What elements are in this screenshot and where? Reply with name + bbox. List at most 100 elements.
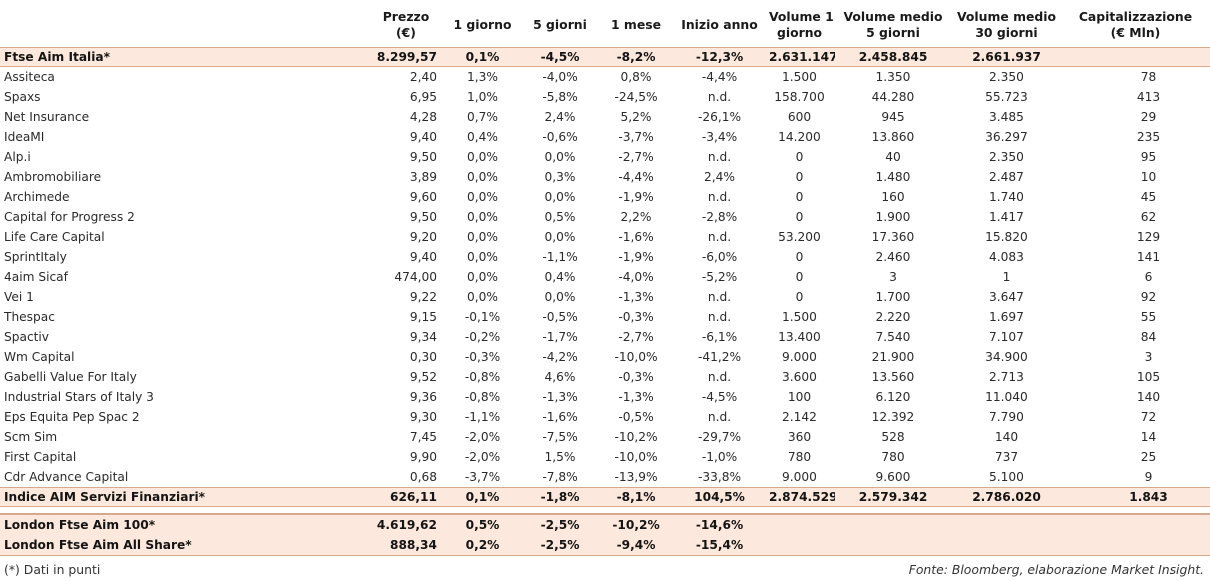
header-5-giorni: 5 giorni	[533, 17, 587, 32]
cell-volume-5: 1.480	[875, 170, 911, 184]
cell-inizio-anno: n.d.	[707, 190, 732, 204]
cell-name: Net Insurance	[4, 110, 90, 124]
cell-prezzo: 8.299,57	[370, 47, 443, 67]
cell-1-mese: -2,7%	[618, 330, 654, 344]
cell-prezzo: 9,15	[409, 310, 437, 324]
cell-volume-5: 9.600	[875, 470, 911, 484]
cell-5-giorni: 0,0%	[544, 230, 576, 244]
cell-name: Vei 1	[4, 290, 34, 304]
cell-1-mese: -2,7%	[618, 150, 654, 164]
cell-5-giorni: -4,5%	[523, 47, 598, 67]
header-row: Prezzo (€) 1 giorno 5 giorni 1 mese Inizi…	[0, 0, 1210, 48]
cell-prezzo: 2,40	[409, 70, 437, 84]
cell-inizio-anno: -4,5%	[701, 390, 738, 404]
cell-capitalizzazione: 55	[1140, 310, 1157, 324]
table-row: Scm Sim 7,45 -2,0% -7,5% -10,2% -29,7% 360 528 1…	[0, 427, 1210, 447]
cell-volume-30: 2.661.937	[952, 47, 1062, 67]
cell-volume-5: 6.120	[875, 390, 911, 404]
cell-volume-5: 945	[881, 110, 905, 124]
cell-volume-30	[952, 513, 1062, 535]
cell-capitalizzazione	[1062, 535, 1210, 556]
table-row: Thespac 9,15 -0,1% -0,5% -0,3% n.d. 1.500 2.220…	[0, 307, 1210, 327]
header-volume-5-giorni: Volume medio 5 giorni	[843, 9, 943, 40]
cell-prezzo: 9,50	[409, 210, 437, 224]
cell-name: Eps Equita Pep Spac 2	[4, 410, 140, 424]
cell-5-giorni: -1,6%	[542, 410, 578, 424]
cell-1-mese: -1,9%	[618, 190, 654, 204]
cell-prezzo: 4.619,62	[370, 513, 443, 535]
cell-prezzo: 9,60	[409, 190, 437, 204]
cell-1-mese: -0,3%	[618, 310, 654, 324]
cell-5-giorni: -7,8%	[542, 470, 578, 484]
cell-1-mese: -8,2%	[598, 47, 675, 67]
cell-inizio-anno: -29,7%	[697, 430, 742, 444]
cell-capitalizzazione: 10	[1140, 170, 1157, 184]
cell-volume-30: 140	[994, 430, 1019, 444]
cell-1-mese: -9,4%	[598, 535, 675, 556]
cell-capitalizzazione	[1062, 513, 1210, 535]
cell-5-giorni: 0,0%	[544, 150, 576, 164]
index-row-ftse-aim-italia: Ftse Aim Italia* 8.299,57 0,1% -4,5% -8,…	[0, 47, 1210, 67]
table-row: Ambromobiliare 3,89 0,0% 0,3% -4,4% 2,4% 0 1.48…	[0, 167, 1210, 187]
cell-5-giorni: 1,5%	[544, 450, 576, 464]
cell-volume-5: 1.900	[875, 210, 911, 224]
cell-1-giorno: 0,0%	[467, 170, 498, 184]
cell-volume-5: 528	[881, 430, 905, 444]
cell-name: First Capital	[4, 450, 77, 464]
footnote: (*) Dati in punti	[4, 562, 101, 577]
cell-1-mese: -3,7%	[618, 130, 654, 144]
cell-volume-5	[835, 513, 952, 535]
cell-5-giorni: 0,0%	[544, 290, 576, 304]
cell-inizio-anno: -1,0%	[701, 450, 738, 464]
cell-name: Capital for Progress 2	[4, 210, 135, 224]
cell-5-giorni: 0,5%	[544, 210, 576, 224]
cell-prezzo: 9,90	[409, 450, 437, 464]
cell-inizio-anno: 2,4%	[704, 170, 735, 184]
cell-5-giorni: 0,4%	[544, 270, 576, 284]
cell-5-giorni: -7,5%	[542, 430, 578, 444]
table-row: Archimede 9,60 0,0% 0,0% -1,9% n.d. 0 160 1.740 4…	[0, 187, 1210, 207]
cell-volume-30: 15.820	[985, 230, 1028, 244]
table-row: Vei 1 9,22 0,0% 0,0% -1,3% n.d. 0 1.700 3.647 92	[0, 287, 1210, 307]
aim-financial-services-table: Prezzo (€) 1 giorno 5 giorni 1 mese Inizi…	[0, 0, 1210, 556]
cell-name: London Ftse Aim All Share*	[0, 535, 370, 556]
cell-name: Wm Capital	[4, 350, 75, 364]
cell-volume-30: 5.100	[989, 470, 1024, 484]
cell-capitalizzazione: 105	[1136, 370, 1161, 384]
london-index-row: London Ftse Aim All Share* 888,34 0,2% -2,5…	[0, 535, 1210, 556]
table-row: Life Care Capital 9,20 0,0% 0,0% -1,6% n.d. 53…	[0, 227, 1210, 247]
table-row: Assiteca 2,40 1,3% -4,0% 0,8% -4,4% 1.500 1.350…	[0, 67, 1210, 88]
table-row: Gabelli Value For Italy 9,52 -0,8% 4,6% -0,3…	[0, 367, 1210, 387]
cell-inizio-anno: -14,6%	[675, 513, 765, 535]
cell-5-giorni: 2,4%	[544, 110, 576, 124]
cell-volume-1: 0	[795, 250, 804, 264]
cell-1-mese: -0,5%	[618, 410, 654, 424]
cell-1-giorno: 0,1%	[443, 487, 523, 507]
cell-volume-30	[952, 535, 1062, 556]
source-note: Fonte: Bloomberg, elaborazione Market In…	[908, 562, 1204, 577]
cell-1-giorno: 0,7%	[467, 110, 498, 124]
table-row: Industrial Stars of Italy 3 9,36 -0,8% -1,3…	[0, 387, 1210, 407]
cell-volume-30: 4.083	[989, 250, 1024, 264]
cell-capitalizzazione: 95	[1140, 150, 1157, 164]
cell-name: Scm Sim	[4, 430, 58, 444]
cell-volume-1: 13.400	[778, 330, 821, 344]
cell-volume-1: 0	[795, 190, 804, 204]
cell-volume-5: 2.579.342	[835, 487, 952, 507]
cell-capitalizzazione: 140	[1136, 390, 1161, 404]
cell-inizio-anno: -3,4%	[701, 130, 738, 144]
cell-1-mese: -4,4%	[618, 170, 654, 184]
cell-capitalizzazione: 3	[1144, 350, 1153, 364]
cell-volume-30: 2.713	[989, 370, 1024, 384]
table-row: Wm Capital 0,30 -0,3% -4,2% -10,0% -41,2% 9.00…	[0, 347, 1210, 367]
cell-capitalizzazione: 1.843	[1062, 487, 1210, 507]
footer: (*) Dati in punti Fonte: Bloomberg, elab…	[0, 560, 1210, 580]
cell-volume-1: 360	[787, 430, 812, 444]
cell-1-mese: 5,2%	[620, 110, 652, 124]
cell-5-giorni: -1,7%	[542, 330, 578, 344]
cell-volume-5: 1.700	[875, 290, 911, 304]
cell-1-giorno: -2,0%	[464, 430, 501, 444]
cell-prezzo: 6,95	[409, 90, 437, 104]
cell-inizio-anno: -26,1%	[697, 110, 742, 124]
cell-prezzo: 9,20	[409, 230, 437, 244]
